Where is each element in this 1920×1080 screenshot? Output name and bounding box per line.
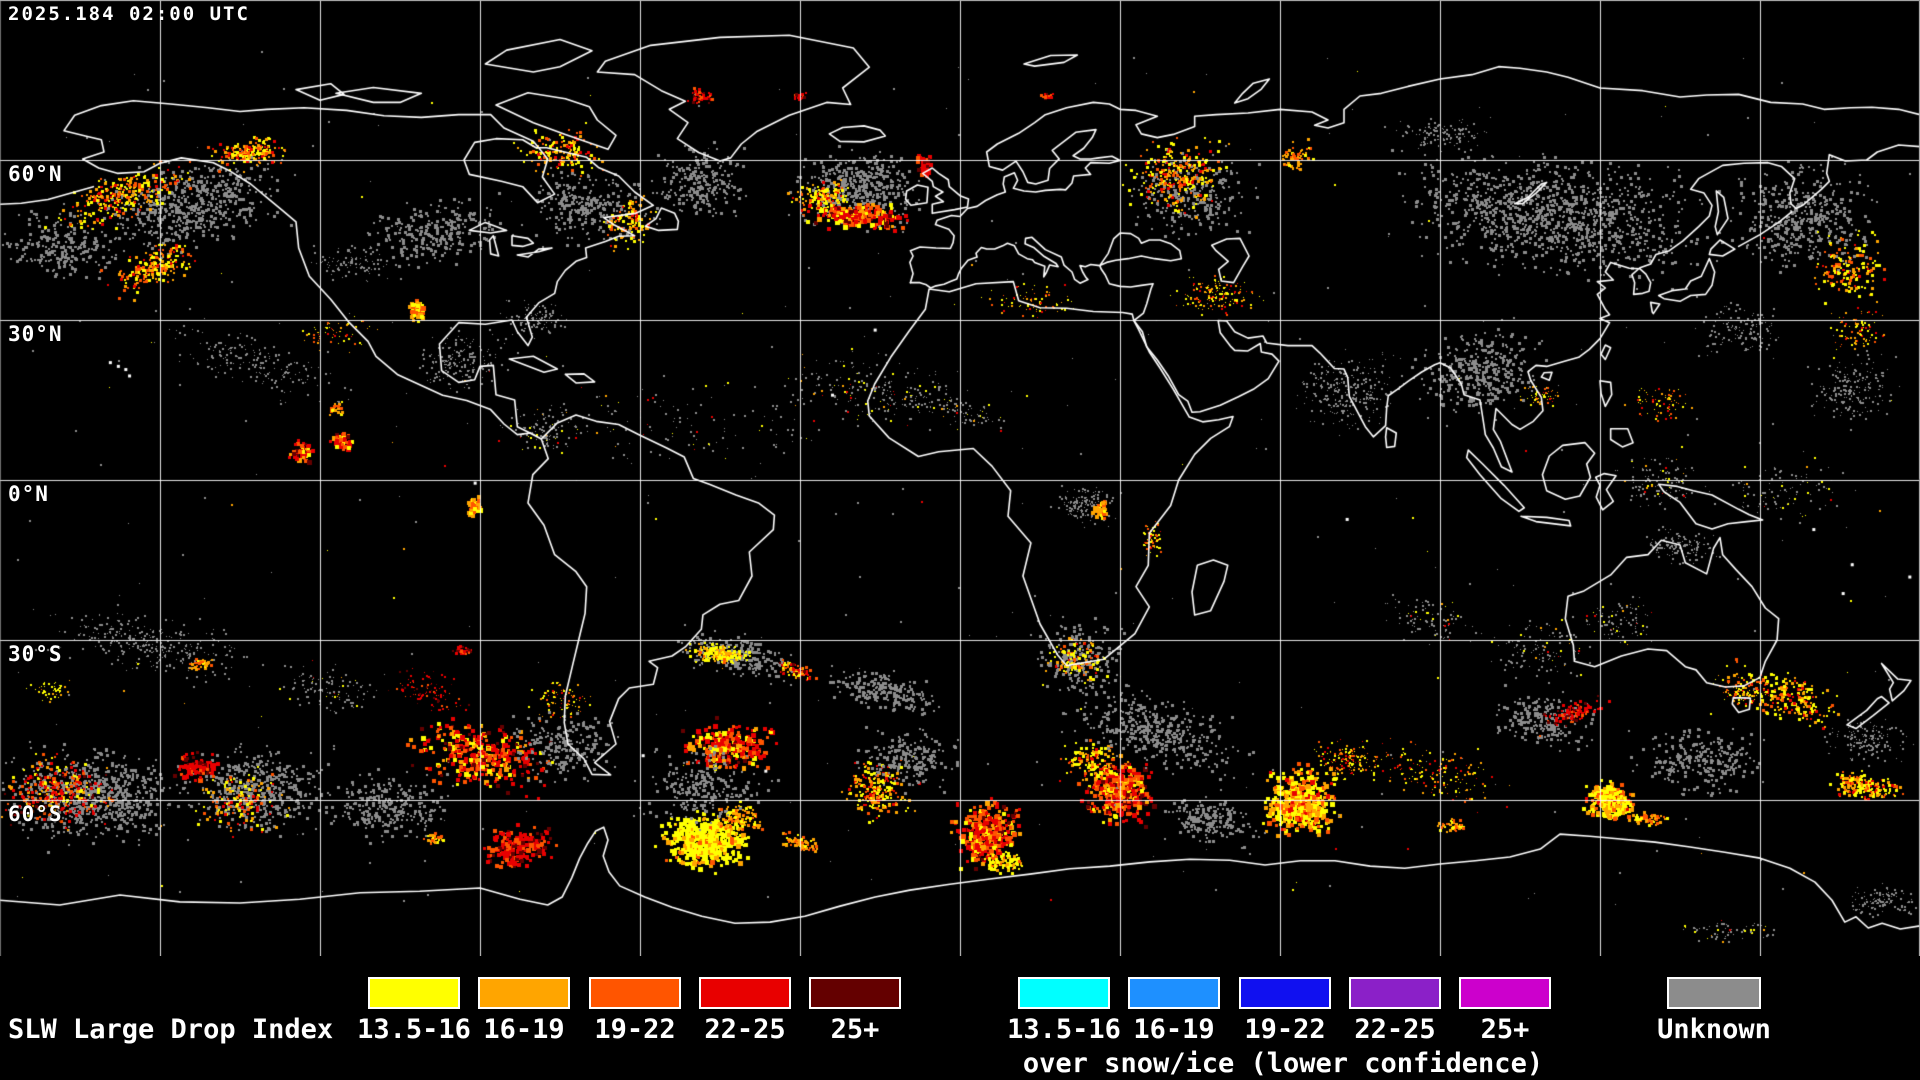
label-normal-25plus: 25+ xyxy=(830,1014,880,1045)
label-snowice-13.5-16: 13.5-16 xyxy=(1007,1014,1121,1045)
swatch-normal-16-19 xyxy=(478,977,570,1009)
label-normal-16-19: 16-19 xyxy=(483,1014,565,1045)
lat-label-30s: 30°S xyxy=(8,642,63,666)
label-unknown: Unknown xyxy=(1657,1014,1771,1045)
lat-label-60s: 60°S xyxy=(8,802,63,826)
lat-label-60n: 60°N xyxy=(8,162,63,186)
swatch-snowice-16-19 xyxy=(1128,977,1220,1009)
world-map-canvas xyxy=(0,0,1920,960)
label-normal-22-25: 22-25 xyxy=(704,1014,786,1045)
label-normal-19-22: 19-22 xyxy=(594,1014,676,1045)
swatch-unknown xyxy=(1667,977,1761,1009)
timestamp: 2025.184 02:00 UTC xyxy=(8,3,250,25)
swatch-normal-13.5-16 xyxy=(368,977,460,1009)
snow-ice-caption: over snow/ice (lower confidence) xyxy=(1022,1048,1544,1079)
swatch-snowice-22-25 xyxy=(1349,977,1441,1009)
swatch-normal-19-22 xyxy=(589,977,681,1009)
swatch-snowice-13.5-16 xyxy=(1018,977,1110,1009)
label-snowice-16-19: 16-19 xyxy=(1133,1014,1215,1045)
swatch-snowice-19-22 xyxy=(1239,977,1331,1009)
legend-title: SLW Large Drop Index xyxy=(8,1014,334,1045)
swatch-snowice-25plus xyxy=(1459,977,1551,1009)
label-snowice-22-25: 22-25 xyxy=(1354,1014,1436,1045)
label-snowice-19-22: 19-22 xyxy=(1244,1014,1326,1045)
lat-label-30n: 30°N xyxy=(8,322,63,346)
lat-label-0n: 0°N xyxy=(8,482,49,506)
swatch-normal-25plus xyxy=(809,977,901,1009)
label-snowice-25plus: 25+ xyxy=(1480,1014,1530,1045)
legend: SLW Large Drop Index 13.5-16 16-19 19-22… xyxy=(0,956,1920,1080)
swatch-normal-22-25 xyxy=(699,977,791,1009)
label-normal-13.5-16: 13.5-16 xyxy=(357,1014,471,1045)
